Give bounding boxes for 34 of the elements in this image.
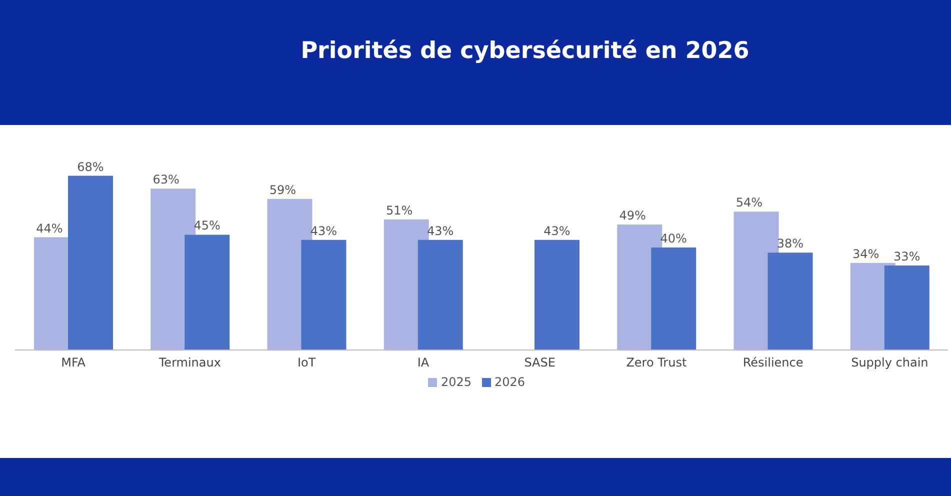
x-tick-label: IA: [417, 356, 430, 370]
data-label: 38%: [776, 236, 804, 251]
data-label: 51%: [386, 203, 413, 218]
data-label: 59%: [269, 182, 296, 197]
x-tick-label: MFA: [61, 356, 86, 370]
data-label: 33%: [894, 249, 920, 264]
x-tick-label: Supply chain: [851, 356, 928, 370]
bar: [768, 252, 813, 350]
bar: [418, 240, 463, 350]
x-tick-label: SASE: [524, 356, 556, 370]
bar: [884, 265, 930, 350]
bar: [184, 234, 230, 350]
data-label: 54%: [736, 196, 763, 210]
data-label: 63%: [152, 172, 180, 187]
data-label: 34%: [852, 246, 880, 261]
data-label: 49%: [619, 208, 646, 222]
chart-title: Priorités de cybersécurité en 2026: [300, 38, 750, 64]
x-tick-label: Zero Trust: [626, 356, 687, 370]
x-tick-label: Terminaux: [158, 356, 221, 370]
legend-label: 2026: [494, 375, 526, 389]
bar: [651, 248, 696, 350]
data-label: 43%: [544, 224, 570, 238]
bar: [301, 240, 346, 350]
data-label: 43%: [310, 224, 338, 238]
data-label: 45%: [194, 218, 220, 233]
data-label: 43%: [427, 224, 454, 238]
x-tick-label: IoT: [297, 356, 316, 370]
data-label: 40%: [660, 232, 687, 246]
data-label: 68%: [77, 160, 104, 174]
bar: [68, 176, 113, 350]
legend-label: 2025: [440, 375, 472, 389]
bar: [534, 240, 580, 350]
x-tick-label: Résilience: [742, 356, 804, 370]
data-label: 44%: [36, 221, 63, 236]
